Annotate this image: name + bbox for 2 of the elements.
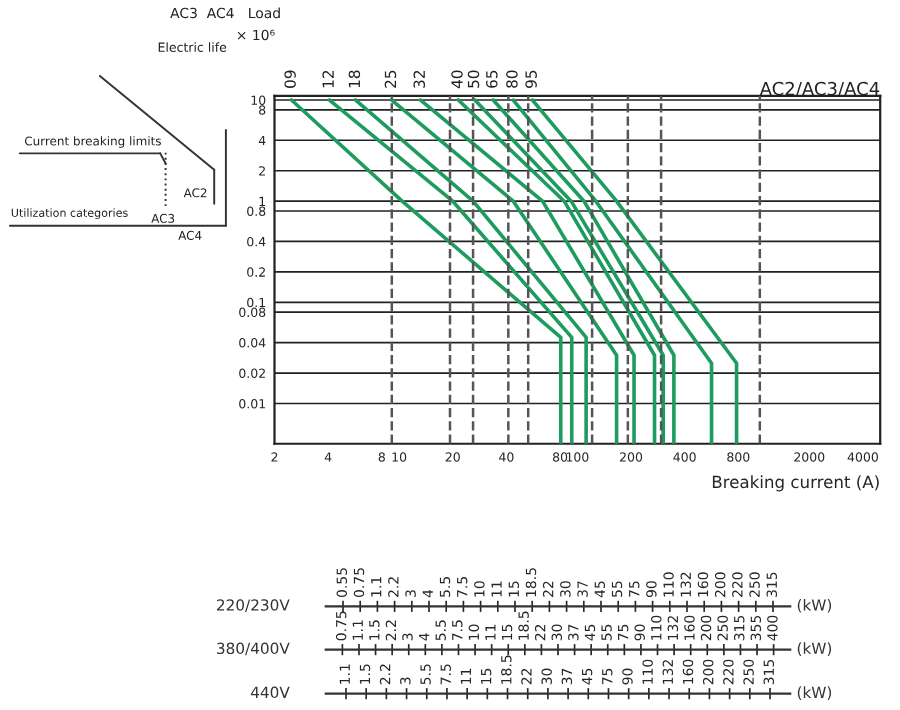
x-axis-title: Breaking current (A)	[712, 475, 879, 492]
annotation: AC2/AC3/AC4	[759, 81, 880, 97]
